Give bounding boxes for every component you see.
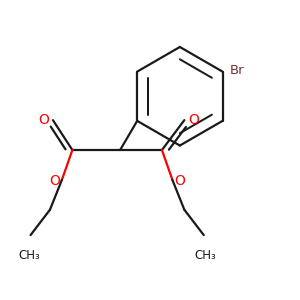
Text: O: O — [49, 174, 60, 188]
Text: Br: Br — [230, 64, 244, 76]
Text: CH₃: CH₃ — [194, 248, 216, 262]
Text: CH₃: CH₃ — [18, 248, 40, 262]
Text: O: O — [39, 113, 50, 127]
Text: O: O — [174, 174, 185, 188]
Text: O: O — [188, 113, 199, 127]
